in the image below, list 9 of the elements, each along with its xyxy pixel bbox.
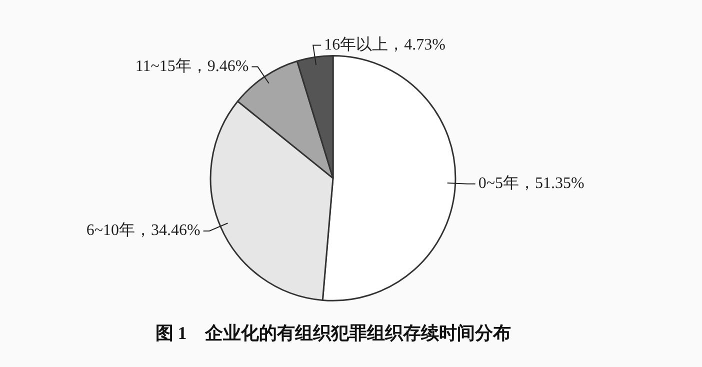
slice-label: 0~5年 [478,175,519,192]
slice-label: 16年以上 [324,35,388,54]
slice-label: 6~10年 [86,222,136,240]
data-label: ，4.73% [388,36,446,54]
slice-label: 11~15年 [135,58,192,76]
data-label: ，34.46% [135,222,200,240]
data-label: ，51.35% [518,175,584,192]
data-label: ，9.46% [191,58,249,76]
text: 图 1 企业化的有组织犯罪组织存续时间分布 [155,322,511,343]
